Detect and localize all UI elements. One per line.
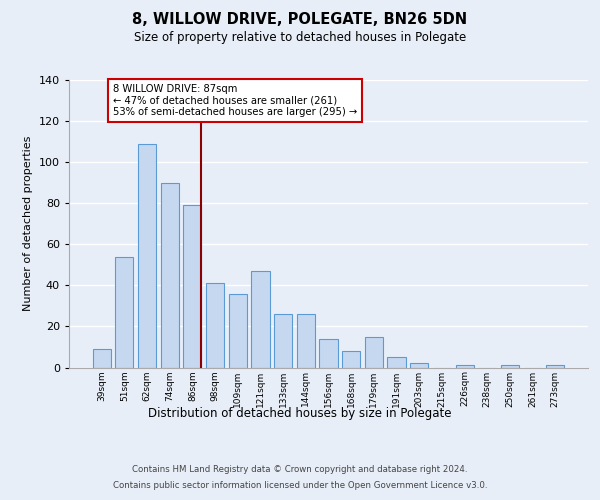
Bar: [229, 294, 247, 368]
Bar: [501, 366, 519, 368]
Bar: [274, 314, 292, 368]
Bar: [388, 357, 406, 368]
Bar: [546, 366, 565, 368]
Bar: [251, 271, 269, 368]
Text: Distribution of detached houses by size in Polegate: Distribution of detached houses by size …: [148, 408, 452, 420]
Bar: [410, 364, 428, 368]
Bar: [365, 336, 383, 368]
Text: Size of property relative to detached houses in Polegate: Size of property relative to detached ho…: [134, 31, 466, 44]
Bar: [161, 182, 179, 368]
Text: Contains public sector information licensed under the Open Government Licence v3: Contains public sector information licen…: [113, 481, 487, 490]
Bar: [319, 339, 338, 368]
Bar: [297, 314, 315, 368]
Bar: [206, 284, 224, 368]
Bar: [115, 256, 133, 368]
Bar: [138, 144, 156, 368]
Bar: [455, 366, 473, 368]
Bar: [342, 351, 360, 368]
Y-axis label: Number of detached properties: Number of detached properties: [23, 136, 33, 312]
Bar: [92, 349, 111, 368]
Text: 8, WILLOW DRIVE, POLEGATE, BN26 5DN: 8, WILLOW DRIVE, POLEGATE, BN26 5DN: [133, 12, 467, 28]
Bar: [184, 206, 202, 368]
Text: 8 WILLOW DRIVE: 87sqm
← 47% of detached houses are smaller (261)
53% of semi-det: 8 WILLOW DRIVE: 87sqm ← 47% of detached …: [113, 84, 357, 117]
Text: Contains HM Land Registry data © Crown copyright and database right 2024.: Contains HM Land Registry data © Crown c…: [132, 465, 468, 474]
